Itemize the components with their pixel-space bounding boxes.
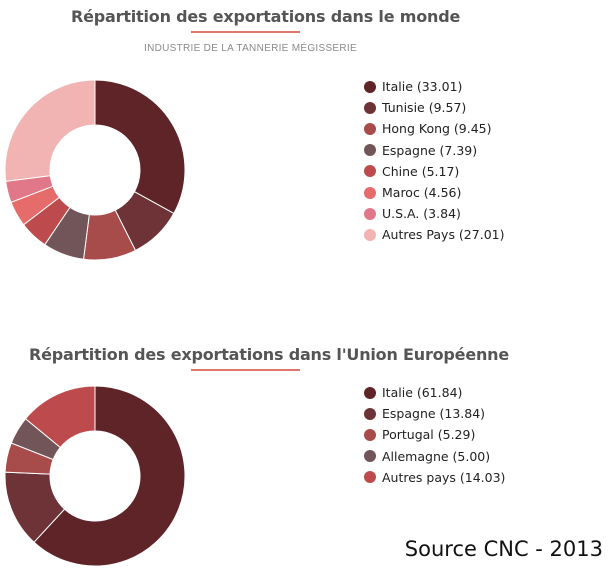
legend-label: Autres pays (14.03) [382, 469, 506, 485]
legend-swatch [364, 386, 376, 399]
chart2-slice-autres-pays [24, 385, 96, 449]
chart2-slice-italie [33, 385, 186, 567]
chart1-slice-italie [94, 79, 186, 215]
chart1-legend-item-chine: Chine (5.17) [364, 161, 504, 182]
source-note: Source CNC - 2013 [404, 537, 603, 561]
chart2-title: Répartition des exportations dans l'Unio… [29, 345, 510, 364]
legend-swatch [364, 165, 376, 178]
chart1-slice-autres-pays [4, 79, 96, 182]
legend-swatch [364, 228, 376, 241]
chart1-subtitle: INDUSTRIE DE LA TANNERIE MÉGISSERIE [144, 43, 357, 54]
chart2-title-rule [191, 369, 300, 371]
legend-label: Italie (33.01) [382, 79, 463, 95]
legend-swatch [364, 122, 376, 135]
chart2-donut [4, 385, 186, 567]
chart1-legend: Italie (33.01) Tunisie (9.57) Hong Kong (9… [364, 76, 504, 246]
chart1-title-rule [191, 31, 300, 33]
legend-label: Chine (5.17) [382, 163, 460, 179]
chart1-title: Répartition des exportations dans le mon… [71, 7, 461, 26]
legend-swatch [364, 80, 376, 93]
chart2-legend-item-allemagne: Allemagne (5.00) [364, 446, 505, 467]
legend-label: Espagne (13.84) [382, 406, 486, 422]
chart1-legend-item-u-s-a: U.S.A. (3.84) [364, 203, 504, 224]
chart1-donut [4, 79, 186, 261]
legend-label: Maroc (4.56) [382, 185, 462, 201]
chart1-legend-item-italie: Italie (33.01) [364, 76, 504, 97]
chart2-legend: Italie (61.84) Espagne (13.84) Portugal (5… [364, 382, 505, 488]
chart2-legend-item-italie: Italie (61.84) [364, 382, 505, 403]
chart1-legend-item-tunisie: Tunisie (9.57) [364, 97, 504, 118]
chart2-legend-item-autres-pays: Autres pays (14.03) [364, 467, 505, 488]
legend-swatch [364, 407, 376, 420]
chart1-legend-item-autres-pays: Autres Pays (27.01) [364, 224, 504, 245]
legend-swatch [364, 186, 376, 199]
legend-label: Autres Pays (27.01) [382, 227, 505, 243]
legend-label: Espagne (7.39) [382, 142, 478, 158]
legend-swatch [364, 428, 376, 441]
chart1-legend-item-maroc: Maroc (4.56) [364, 182, 504, 203]
legend-label: Hong Kong (9.45) [382, 121, 492, 137]
chart2-legend-item-espagne: Espagne (13.84) [364, 403, 505, 424]
legend-label: Tunisie (9.57) [382, 100, 467, 116]
legend-label: Portugal (5.29) [382, 427, 476, 443]
legend-swatch [364, 207, 376, 220]
legend-label: U.S.A. (3.84) [382, 206, 461, 222]
legend-swatch [364, 450, 376, 463]
legend-swatch [364, 101, 376, 114]
chart1-legend-item-espagne: Espagne (7.39) [364, 140, 504, 161]
legend-label: Italie (61.84) [382, 385, 463, 401]
legend-swatch [364, 144, 376, 157]
legend-swatch [364, 471, 376, 484]
legend-label: Allemagne (5.00) [382, 448, 491, 464]
chart2-legend-item-portugal: Portugal (5.29) [364, 424, 505, 445]
chart1-legend-item-hong-kong: Hong Kong (9.45) [364, 118, 504, 139]
